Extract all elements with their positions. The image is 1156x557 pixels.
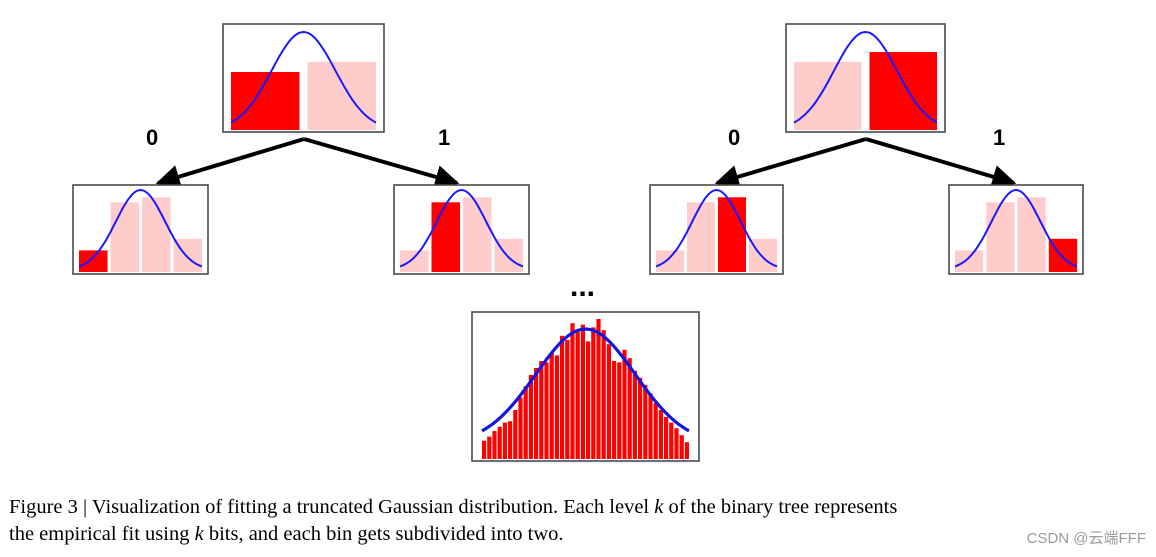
tree-edges bbox=[155, 137, 1017, 189]
child-bar-2 bbox=[431, 202, 460, 272]
histogram-bar bbox=[653, 403, 658, 459]
caption-line-1-tail: of the binary tree represents bbox=[663, 496, 898, 518]
histogram-bar bbox=[580, 324, 585, 459]
caption-line-2: the empirical fit using k bits, and each… bbox=[9, 521, 1149, 548]
histogram-bar bbox=[591, 327, 596, 459]
child-bar-3 bbox=[718, 197, 746, 272]
histogram-bar bbox=[528, 375, 533, 459]
node-bars bbox=[400, 197, 523, 272]
right-parent-node bbox=[785, 23, 946, 133]
gaussian-curve bbox=[78, 188, 203, 268]
histogram-bar bbox=[534, 368, 539, 459]
histogram-bar bbox=[497, 426, 502, 459]
histogram-bar bbox=[658, 410, 663, 459]
edge-label-left-zero: 0 bbox=[146, 125, 158, 150]
child-bar-3 bbox=[1017, 197, 1046, 272]
histogram-bar bbox=[502, 422, 507, 459]
edge-left-one-arrow bbox=[303, 137, 460, 189]
final-histogram-node bbox=[471, 311, 700, 462]
child-bar-2 bbox=[986, 202, 1015, 272]
child-bar-2 bbox=[110, 202, 139, 272]
parent-bar-1 bbox=[794, 62, 862, 130]
caption-line-2-text: the empirical fit using bbox=[9, 523, 195, 545]
gaussian-curve bbox=[655, 188, 778, 268]
child-bar-1 bbox=[955, 250, 984, 272]
ellipsis-marker: ... bbox=[570, 270, 595, 303]
histogram-bar bbox=[560, 335, 565, 459]
histogram-bar bbox=[669, 422, 674, 459]
edge-left-zero-arrow bbox=[155, 137, 305, 189]
histogram-bar bbox=[674, 428, 679, 459]
histogram-bar bbox=[601, 330, 606, 459]
histogram-bar bbox=[638, 377, 643, 459]
edge-right-zero-arrow bbox=[714, 137, 867, 189]
histogram-bar bbox=[612, 361, 617, 459]
child-bar-1 bbox=[400, 250, 429, 272]
parent-bar-2 bbox=[307, 62, 376, 130]
gaussian-curve bbox=[954, 188, 1078, 268]
child-node-00 bbox=[72, 184, 209, 275]
histogram-bar bbox=[664, 417, 669, 459]
histogram-bar bbox=[606, 344, 611, 459]
histogram-bar bbox=[617, 362, 622, 459]
child-bar-2 bbox=[687, 202, 715, 272]
gaussian-curve bbox=[793, 30, 938, 124]
histogram-bar bbox=[596, 319, 601, 459]
child-node-01 bbox=[393, 184, 530, 275]
node-bars bbox=[955, 197, 1078, 272]
histogram-bar bbox=[570, 323, 575, 459]
caption-variable-k: k bbox=[194, 523, 204, 545]
gaussian-curve bbox=[399, 188, 524, 268]
histogram-bar bbox=[523, 386, 528, 459]
node-bars bbox=[656, 197, 777, 272]
histogram-bar bbox=[482, 440, 487, 459]
histogram-bar bbox=[518, 397, 523, 459]
histogram-bar bbox=[513, 410, 518, 459]
caption-line-1-text: Figure 3 | Visualization of fitting a tr… bbox=[9, 496, 655, 518]
histogram-bar bbox=[565, 340, 570, 459]
figure-caption: Figure 3 | Visualization of fitting a tr… bbox=[9, 494, 1149, 548]
caption-line-2-tail: bits, and each bin gets subdivided into … bbox=[203, 523, 564, 545]
gaussian-curve bbox=[230, 30, 377, 124]
child-bar-1 bbox=[656, 250, 684, 272]
histogram-bar bbox=[632, 370, 637, 459]
edge-right-one-arrow bbox=[865, 137, 1017, 189]
edge-label-right-one: 1 bbox=[993, 125, 1005, 150]
edge-label-left-one: 1 bbox=[438, 125, 450, 150]
histogram-bar bbox=[575, 331, 580, 459]
left-parent-node bbox=[222, 23, 385, 133]
child-bar-3 bbox=[463, 197, 492, 272]
histogram-bar bbox=[549, 352, 554, 459]
child-node-11 bbox=[948, 184, 1084, 275]
histogram-bar bbox=[487, 436, 492, 459]
histogram-bar bbox=[643, 384, 648, 459]
histogram-bar bbox=[554, 355, 559, 459]
binary-tree-figure: 0 1 0 1 ... bbox=[72, 23, 1084, 462]
caption-variable-k: k bbox=[654, 496, 664, 518]
caption-line-1: Figure 3 | Visualization of fitting a tr… bbox=[9, 494, 1149, 521]
watermark-text: CSDN @云端FFF bbox=[1026, 530, 1146, 547]
gaussian-curve bbox=[481, 327, 690, 433]
child-bar-1 bbox=[79, 250, 108, 272]
histogram-bar bbox=[622, 349, 627, 459]
histogram-bar bbox=[492, 431, 497, 459]
node-bars bbox=[794, 52, 937, 130]
histogram-bar bbox=[544, 362, 549, 459]
node-bars bbox=[79, 197, 202, 272]
parent-bar-2 bbox=[869, 52, 937, 130]
histogram-bar bbox=[684, 442, 689, 459]
histogram-bar bbox=[508, 421, 513, 459]
histogram-bars bbox=[482, 319, 689, 459]
child-node-10 bbox=[649, 184, 784, 275]
histogram-bar bbox=[586, 341, 591, 459]
edge-label-right-zero: 0 bbox=[728, 125, 740, 150]
histogram-bar bbox=[679, 435, 684, 459]
child-bar-3 bbox=[142, 197, 171, 272]
histogram-bar bbox=[539, 361, 544, 459]
histogram-bar bbox=[627, 358, 632, 459]
histogram-bar bbox=[648, 393, 653, 459]
